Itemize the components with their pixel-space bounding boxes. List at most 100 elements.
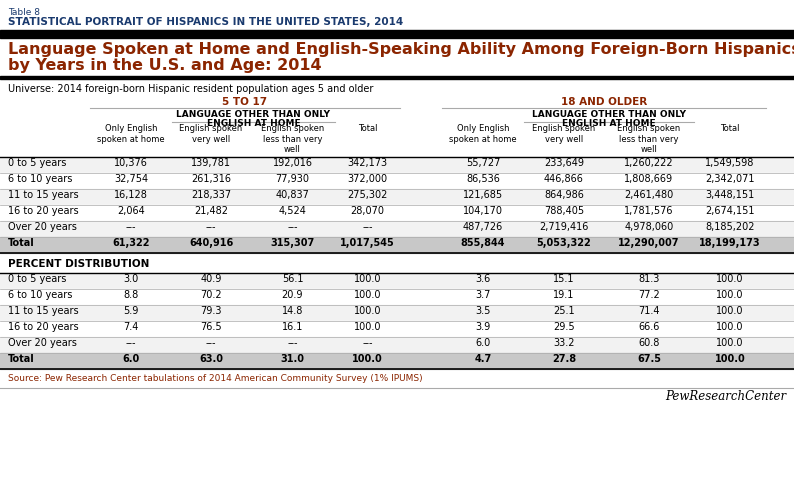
Text: 16 to 20 years: 16 to 20 years — [8, 322, 79, 332]
Text: 6.0: 6.0 — [476, 338, 491, 348]
Text: 16,128: 16,128 — [114, 190, 148, 200]
Text: 8,185,202: 8,185,202 — [705, 222, 755, 232]
Bar — [0, 76, 794, 79]
Text: 855,844: 855,844 — [461, 238, 505, 248]
Text: 1,017,545: 1,017,545 — [340, 238, 395, 248]
Text: 18,199,173: 18,199,173 — [700, 238, 761, 248]
Text: English spoken
very well: English spoken very well — [179, 124, 243, 144]
Text: 76.5: 76.5 — [200, 322, 222, 332]
Text: 66.6: 66.6 — [638, 322, 660, 332]
Bar — [0, 237, 794, 253]
Text: 19.1: 19.1 — [553, 290, 575, 300]
Text: 100.0: 100.0 — [716, 322, 744, 332]
Text: 16 to 20 years: 16 to 20 years — [8, 206, 79, 216]
Bar — [0, 30, 794, 38]
Text: Only English
spoken at home: Only English spoken at home — [97, 124, 165, 144]
Text: 81.3: 81.3 — [638, 274, 660, 284]
Bar — [0, 205, 794, 221]
Bar — [0, 189, 794, 205]
Text: 5.9: 5.9 — [123, 306, 139, 316]
Text: 100.0: 100.0 — [354, 306, 381, 316]
Text: 100.0: 100.0 — [354, 274, 381, 284]
Text: 31.0: 31.0 — [280, 354, 305, 364]
Text: Language Spoken at Home and English-Speaking Ability Among Foreign-Born Hispanic: Language Spoken at Home and English-Spea… — [8, 42, 794, 57]
Text: ---: --- — [206, 338, 216, 348]
Text: 21,482: 21,482 — [194, 206, 228, 216]
Text: 192,016: 192,016 — [272, 158, 313, 168]
Text: 788,405: 788,405 — [544, 206, 584, 216]
Text: 0 to 5 years: 0 to 5 years — [8, 274, 67, 284]
Text: 3.5: 3.5 — [476, 306, 491, 316]
Text: 218,337: 218,337 — [191, 190, 231, 200]
Text: 640,916: 640,916 — [189, 238, 233, 248]
Text: Only English
spoken at home: Only English spoken at home — [449, 124, 517, 144]
Text: ---: --- — [125, 338, 137, 348]
Text: Total: Total — [8, 354, 35, 364]
Text: 40.9: 40.9 — [200, 274, 222, 284]
Text: 56.1: 56.1 — [282, 274, 303, 284]
Text: 121,685: 121,685 — [463, 190, 503, 200]
Text: PERCENT DISTRIBUTION: PERCENT DISTRIBUTION — [8, 259, 149, 269]
Text: ---: --- — [362, 222, 372, 232]
Text: 487,726: 487,726 — [463, 222, 503, 232]
Text: 77,930: 77,930 — [276, 174, 310, 184]
Text: 100.0: 100.0 — [354, 290, 381, 300]
Text: 2,674,151: 2,674,151 — [705, 206, 755, 216]
Text: Source: Pew Research Center tabulations of 2014 American Community Survey (1% IP: Source: Pew Research Center tabulations … — [8, 374, 422, 383]
Text: 3.7: 3.7 — [476, 290, 491, 300]
Text: ---: --- — [206, 222, 216, 232]
Text: 1,549,598: 1,549,598 — [705, 158, 754, 168]
Text: LANGUAGE OTHER THAN ONLY: LANGUAGE OTHER THAN ONLY — [532, 110, 686, 119]
Text: English spoken
very well: English spoken very well — [532, 124, 596, 144]
Text: 1,781,576: 1,781,576 — [624, 206, 674, 216]
Text: 40,837: 40,837 — [276, 190, 310, 200]
Text: 233,649: 233,649 — [544, 158, 584, 168]
Bar — [0, 353, 794, 369]
Text: 61,322: 61,322 — [112, 238, 150, 248]
Text: Over 20 years: Over 20 years — [8, 222, 77, 232]
Text: 77.2: 77.2 — [638, 290, 660, 300]
Text: 100.0: 100.0 — [354, 322, 381, 332]
Text: 10,376: 10,376 — [114, 158, 148, 168]
Text: 372,000: 372,000 — [348, 174, 387, 184]
Bar — [0, 221, 794, 237]
Text: English spoken
less than very
well: English spoken less than very well — [618, 124, 680, 155]
Bar — [0, 273, 794, 289]
Bar — [0, 173, 794, 189]
Text: 3.6: 3.6 — [476, 274, 491, 284]
Text: 25.1: 25.1 — [553, 306, 575, 316]
Text: 342,173: 342,173 — [348, 158, 387, 168]
Text: ---: --- — [125, 222, 137, 232]
Text: 2,064: 2,064 — [118, 206, 145, 216]
Text: 100.0: 100.0 — [352, 354, 383, 364]
Text: 27.8: 27.8 — [552, 354, 576, 364]
Text: 20.9: 20.9 — [282, 290, 303, 300]
Text: 5,053,322: 5,053,322 — [537, 238, 592, 248]
Text: 2,461,480: 2,461,480 — [624, 190, 673, 200]
Text: 446,866: 446,866 — [544, 174, 584, 184]
Text: Total: Total — [720, 124, 740, 133]
Text: 12,290,007: 12,290,007 — [619, 238, 680, 248]
Bar — [0, 305, 794, 321]
Text: 16.1: 16.1 — [282, 322, 303, 332]
Text: 79.3: 79.3 — [200, 306, 222, 316]
Text: 32,754: 32,754 — [114, 174, 148, 184]
Text: 261,316: 261,316 — [191, 174, 231, 184]
Text: 7.4: 7.4 — [123, 322, 139, 332]
Bar — [0, 157, 794, 173]
Text: 11 to 15 years: 11 to 15 years — [8, 190, 79, 200]
Text: 1,808,669: 1,808,669 — [624, 174, 673, 184]
Text: 1,260,222: 1,260,222 — [624, 158, 674, 168]
Text: 55,727: 55,727 — [466, 158, 500, 168]
Text: 5 TO 17: 5 TO 17 — [222, 97, 268, 107]
Text: 6.0: 6.0 — [122, 354, 140, 364]
Text: 3.9: 3.9 — [476, 322, 491, 332]
Text: 15.1: 15.1 — [553, 274, 575, 284]
Text: STATISTICAL PORTRAIT OF HISPANICS IN THE UNITED STATES, 2014: STATISTICAL PORTRAIT OF HISPANICS IN THE… — [8, 17, 403, 27]
Text: 4,524: 4,524 — [279, 206, 306, 216]
Text: ---: --- — [287, 338, 298, 348]
Text: 8.8: 8.8 — [123, 290, 139, 300]
Text: 71.4: 71.4 — [638, 306, 660, 316]
Text: English spoken
less than very
well: English spoken less than very well — [261, 124, 324, 155]
Text: 86,536: 86,536 — [466, 174, 500, 184]
